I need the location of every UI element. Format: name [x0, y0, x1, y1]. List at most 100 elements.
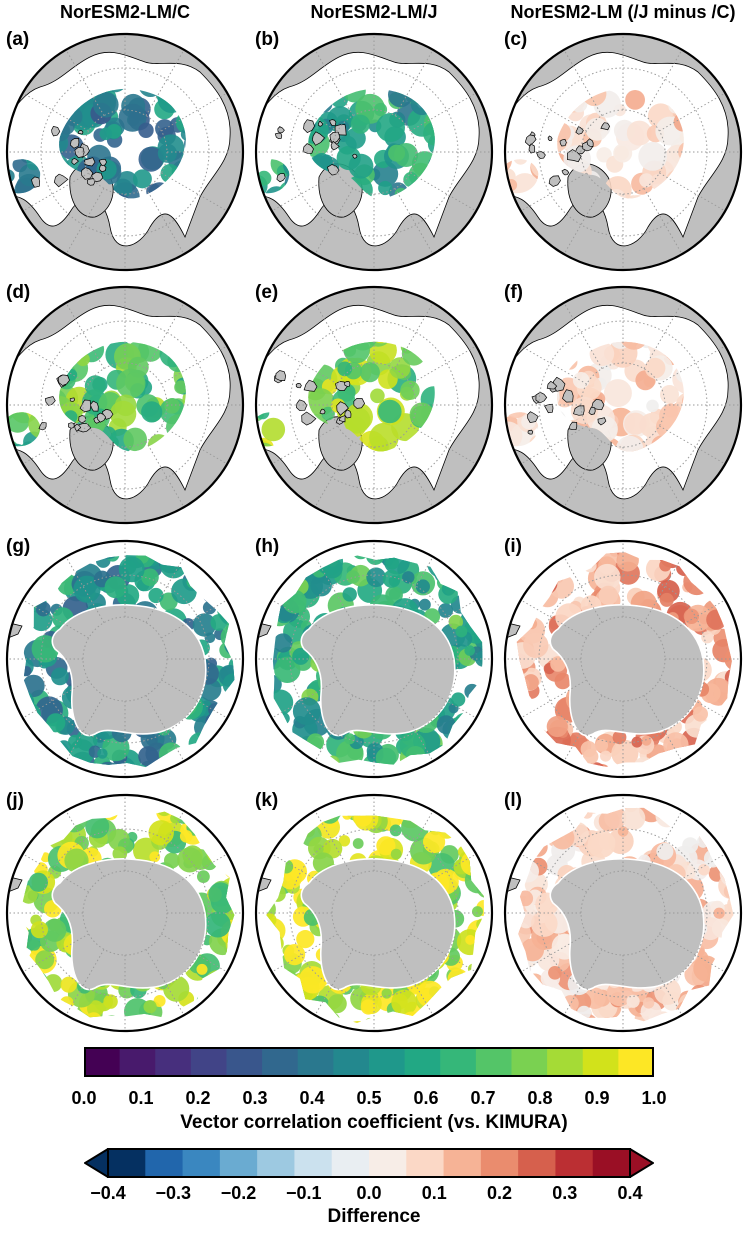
arctic-map [5, 32, 245, 272]
map-frame [5, 32, 245, 272]
colorbar-swatch [511, 1048, 548, 1076]
colorbar-swatch [440, 1048, 477, 1076]
colorbar-tick-label: 1.0 [641, 1088, 667, 1108]
colorbar-correlation-title: Vector correlation coefficient (vs. KIMU… [180, 1112, 568, 1133]
antarctica [51, 858, 207, 991]
colorbar-tick-label: 0.9 [584, 1088, 610, 1108]
map-panel-e: (e) [249, 280, 499, 530]
colorbar-swatch [182, 1149, 221, 1177]
colorbar-tick-label: 0.2 [185, 1088, 211, 1108]
colorbar-swatch [547, 1048, 584, 1076]
map-panel-i: (i) [498, 534, 748, 784]
colorbar-tick-label: −0.2 [220, 1183, 257, 1203]
colorbar-tick-label: 0.0 [71, 1088, 97, 1108]
map-panel-k: (k) [249, 788, 499, 1038]
panel-label: (j) [6, 790, 24, 811]
colorbar-tick-label: 0.8 [527, 1088, 553, 1108]
colorbar-swatch [333, 1048, 370, 1076]
colorbar-swatch [480, 1149, 519, 1177]
colorbar-swatch [406, 1149, 445, 1177]
graticule [7, 287, 243, 523]
colorbar-swatch [618, 1048, 655, 1076]
map-frame [503, 32, 743, 272]
panel-label: (d) [6, 282, 31, 303]
panel-label: (c) [504, 29, 528, 50]
colorbar-swatch [190, 1048, 227, 1076]
colorbar-swatch [518, 1149, 556, 1177]
map-frame [5, 285, 245, 525]
graticule [505, 34, 741, 270]
colorbar-tick-label: 0.4 [617, 1183, 643, 1203]
antarctic-map [5, 539, 245, 779]
graticule [505, 287, 741, 523]
panel-label: (b) [255, 29, 280, 50]
graticule [256, 287, 492, 523]
colorbar-swatch [297, 1048, 334, 1076]
map-frame [254, 793, 494, 1033]
colorbar-swatch [369, 1149, 407, 1177]
colorbar-tick-label: −0.3 [155, 1183, 192, 1203]
antarctic-map [254, 539, 494, 779]
panel-label: (f) [504, 282, 523, 303]
colorbar-correlation-bar [84, 1047, 655, 1077]
antarctica [51, 604, 207, 737]
map-frame [254, 539, 494, 779]
colorbar-swatch [257, 1149, 295, 1177]
colorbar-correlation [84, 1047, 655, 1077]
colorbar-tick-label: 0.1 [421, 1183, 447, 1203]
colorbar-swatch [219, 1149, 258, 1177]
map-panel-h: (h) [249, 534, 499, 784]
panel-label: (l) [504, 790, 522, 811]
column-title-2: NorESM2-LM/J [310, 2, 438, 22]
colorbar-swatch [331, 1149, 370, 1177]
panel-label: (g) [6, 536, 31, 557]
antarctica [549, 604, 705, 737]
colorbar-tick-label: 0.0 [356, 1183, 382, 1203]
colorbar-tick-label: 0.3 [242, 1088, 268, 1108]
arctic-map [503, 285, 743, 525]
colorbar-swatch [108, 1149, 146, 1177]
graticule [7, 34, 243, 270]
colorbar-tick-label: 0.5 [356, 1088, 382, 1108]
colorbar-swatch [119, 1048, 156, 1076]
arctic-map [503, 32, 743, 272]
map-panel-c: (c) [498, 27, 748, 277]
map-frame [5, 539, 245, 779]
map-frame [254, 32, 494, 272]
graticule [7, 795, 243, 1031]
colorbar-swatch [84, 1048, 121, 1076]
colorbar-swatch [443, 1149, 482, 1177]
panel-label: (k) [255, 790, 279, 811]
colorbar-difference-title: Difference [327, 1206, 421, 1227]
map-frame [5, 793, 245, 1033]
colorbar-swatch [145, 1149, 184, 1177]
colorbar-swatch [592, 1149, 631, 1177]
colorbar-difference-bar [83, 1147, 655, 1179]
colorbar-difference [83, 1147, 655, 1179]
colorbar-tick-label: 0.6 [413, 1088, 439, 1108]
map-frame [503, 793, 743, 1033]
colorbar-swatch [475, 1048, 512, 1076]
colorbar-difference-ticks: −0.4 −0.3 −0.2 −0.1 0.0 0.1 0.2 0.3 0.4 [84, 1183, 654, 1205]
graticule [256, 795, 492, 1031]
graticule [256, 34, 492, 270]
map-frame [254, 285, 494, 525]
colorbar-correlation-ticks: 0.0 0.1 0.2 0.3 0.4 0.5 0.6 0.7 0.8 0.9 1.0 [71, 1088, 666, 1110]
antarctic-map [503, 539, 743, 779]
graticule [505, 541, 741, 777]
map-panel-j: (j) [0, 788, 250, 1038]
colorbar-swatch [226, 1048, 263, 1076]
antarctica [300, 858, 456, 991]
colorbar-swatch [294, 1149, 333, 1177]
panel-label: (h) [255, 536, 280, 557]
antarctica [549, 858, 705, 991]
graticule [256, 541, 492, 777]
graticule [7, 541, 243, 777]
panel-label: (i) [504, 536, 522, 557]
graticule [505, 795, 741, 1031]
panel-label: (e) [255, 282, 279, 303]
map-panel-g: (g) [0, 534, 250, 784]
map-panel-l: (l) [498, 788, 748, 1038]
colorbar-tick-label: −0.1 [285, 1183, 322, 1203]
colorbar-tick-label: 0.7 [470, 1088, 496, 1108]
